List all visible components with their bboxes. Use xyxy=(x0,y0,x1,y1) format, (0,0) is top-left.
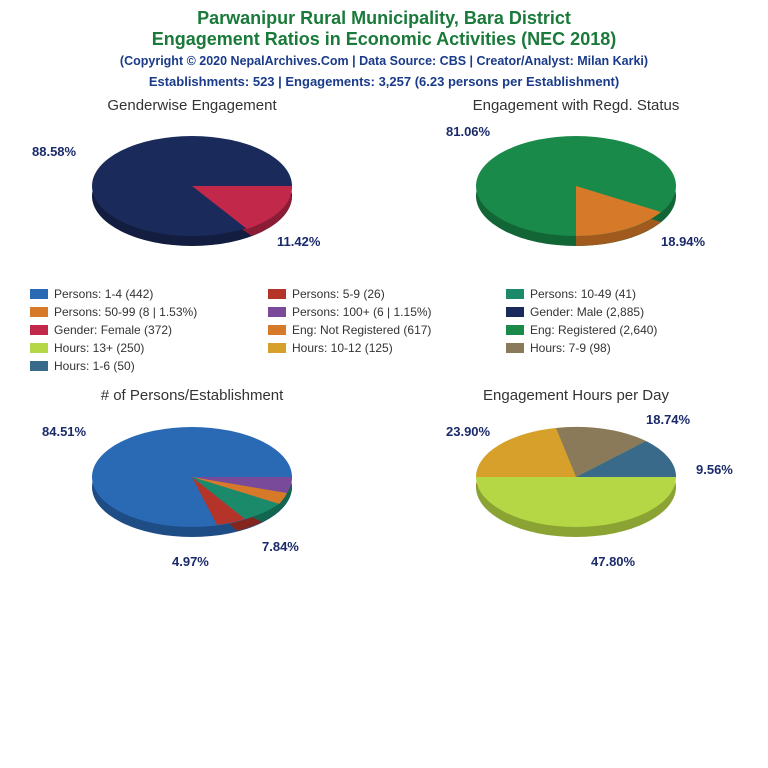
chart-gender-title: Genderwise Engagement xyxy=(12,97,372,114)
legend-item: Persons: 10-49 (41) xyxy=(506,287,738,301)
legend-swatch xyxy=(506,325,524,335)
chart-persons: # of Persons/Establishment 84.51% 4.97% … xyxy=(12,387,372,587)
title-line2: Engagement Ratios in Economic Activities… xyxy=(10,29,758,50)
legend-swatch xyxy=(268,307,286,317)
legend-swatch xyxy=(30,307,48,317)
chart-gender: Genderwise Engagement 88.58% 11.42% xyxy=(12,97,372,277)
persons-label-1-4: 84.51% xyxy=(42,424,86,439)
legend-item: Persons: 100+ (6 | 1.15%) xyxy=(268,305,500,319)
chart-persons-title: # of Persons/Establishment xyxy=(12,387,372,404)
header-block: Parwanipur Rural Municipality, Bara Dist… xyxy=(0,0,768,93)
chart-registration: Engagement with Regd. Status 81.06% 18.9… xyxy=(396,97,756,277)
persons-label-5-9: 4.97% xyxy=(172,554,209,569)
legend-swatch xyxy=(30,289,48,299)
legend-label: Hours: 10-12 (125) xyxy=(292,341,393,355)
pie-gender-svg xyxy=(77,124,307,264)
legend-label: Hours: 1-6 (50) xyxy=(54,359,135,373)
legend-swatch xyxy=(268,325,286,335)
legend-swatch xyxy=(30,343,48,353)
reg-label-notreg: 18.94% xyxy=(661,234,705,249)
legend-swatch xyxy=(506,289,524,299)
legend-swatch xyxy=(506,343,524,353)
chart-hours: Engagement Hours per Day 47.80% 23.90% 1… xyxy=(396,387,756,587)
copyright-line: (Copyright © 2020 NepalArchives.Com | Da… xyxy=(10,54,758,68)
legend-item: Gender: Female (372) xyxy=(30,323,262,337)
chart-reg-pie: 81.06% 18.94% xyxy=(396,114,756,274)
legend-item: Eng: Registered (2,640) xyxy=(506,323,738,337)
reg-label-registered: 81.06% xyxy=(446,124,490,139)
legend-label: Persons: 1-4 (442) xyxy=(54,287,153,301)
charts-row-1: Genderwise Engagement 88.58% 11.42% Enga… xyxy=(0,97,768,277)
legend-label: Persons: 5-9 (26) xyxy=(292,287,385,301)
chart-gender-pie: 88.58% 11.42% xyxy=(12,114,372,274)
persons-label-10-49: 7.84% xyxy=(262,539,299,554)
legend-item: Hours: 1-6 (50) xyxy=(30,359,262,373)
chart-hours-pie: 47.80% 23.90% 18.74% 9.56% xyxy=(396,404,756,564)
legend-swatch xyxy=(268,289,286,299)
legend-swatch xyxy=(30,325,48,335)
hours-label-7-9: 18.74% xyxy=(646,412,690,427)
legend-item: Hours: 13+ (250) xyxy=(30,341,262,355)
legend-item: Hours: 7-9 (98) xyxy=(506,341,738,355)
hours-label-10-12: 23.90% xyxy=(446,424,490,439)
legend-swatch xyxy=(506,307,524,317)
legend-grid: Persons: 1-4 (442) Persons: 5-9 (26) Per… xyxy=(0,277,768,379)
chart-persons-pie: 84.51% 4.97% 7.84% xyxy=(12,404,372,564)
legend-item: Eng: Not Registered (617) xyxy=(268,323,500,337)
legend-item: Persons: 1-4 (442) xyxy=(30,287,262,301)
title-line1: Parwanipur Rural Municipality, Bara Dist… xyxy=(10,8,758,29)
chart-hours-title: Engagement Hours per Day xyxy=(396,387,756,404)
legend-label: Hours: 7-9 (98) xyxy=(530,341,611,355)
legend-label: Gender: Male (2,885) xyxy=(530,305,644,319)
legend-label: Persons: 100+ (6 | 1.15%) xyxy=(292,305,432,319)
stats-line: Establishments: 523 | Engagements: 3,257… xyxy=(10,74,758,89)
gender-label-male: 88.58% xyxy=(32,144,76,159)
pie-hours-svg xyxy=(461,409,691,559)
pie-reg-svg xyxy=(461,124,691,264)
pie-persons-svg xyxy=(77,409,307,559)
legend-swatch xyxy=(30,361,48,371)
legend-swatch xyxy=(268,343,286,353)
legend-label: Eng: Registered (2,640) xyxy=(530,323,657,337)
hours-label-13plus: 47.80% xyxy=(591,554,635,569)
legend-label: Eng: Not Registered (617) xyxy=(292,323,431,337)
legend-label: Persons: 50-99 (8 | 1.53%) xyxy=(54,305,197,319)
legend-item: Persons: 5-9 (26) xyxy=(268,287,500,301)
hours-label-1-6: 9.56% xyxy=(696,462,733,477)
chart-reg-title: Engagement with Regd. Status xyxy=(396,97,756,114)
legend-item: Hours: 10-12 (125) xyxy=(268,341,500,355)
charts-row-2: # of Persons/Establishment 84.51% 4.97% … xyxy=(0,387,768,587)
legend-item: Persons: 50-99 (8 | 1.53%) xyxy=(30,305,262,319)
legend-item: Gender: Male (2,885) xyxy=(506,305,738,319)
legend-label: Gender: Female (372) xyxy=(54,323,172,337)
legend-label: Hours: 13+ (250) xyxy=(54,341,144,355)
gender-label-female: 11.42% xyxy=(277,234,320,249)
legend-label: Persons: 10-49 (41) xyxy=(530,287,636,301)
